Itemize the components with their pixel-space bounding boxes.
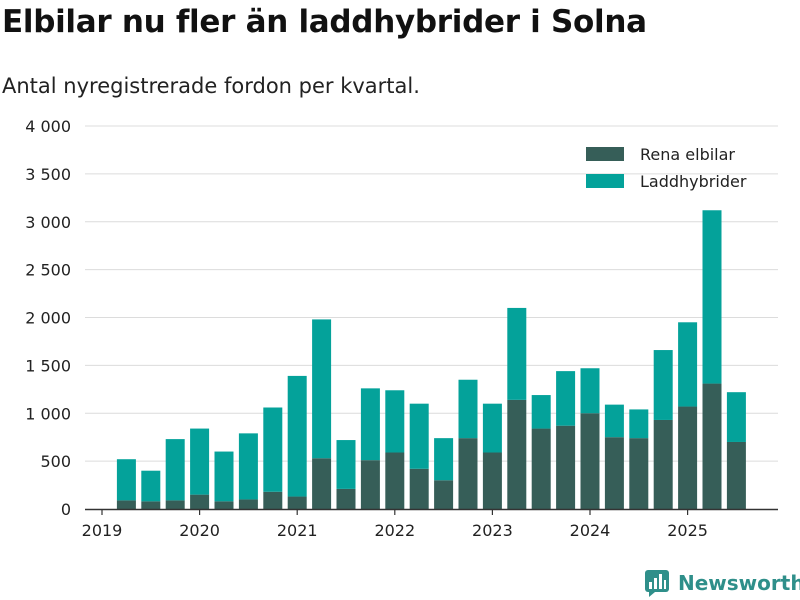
bar-laddhybrider — [458, 379, 478, 439]
bar-rena-elbilar — [580, 413, 600, 509]
bar-rena-elbilar — [678, 406, 698, 509]
y-tick-label: 2 000 — [25, 309, 71, 328]
chart-subtitle: Antal nyregistrerade fordon per kvartal. — [2, 74, 420, 98]
x-tick-label: 2023 — [472, 521, 513, 540]
bar-laddhybrider — [726, 392, 746, 442]
bar-rena-elbilar — [385, 452, 405, 509]
newsworthy-logo-text: Newsworthy — [678, 571, 800, 595]
x-tick-label: 2021 — [277, 521, 318, 540]
bar-rena-elbilar — [604, 437, 624, 509]
bar-laddhybrider — [141, 470, 161, 502]
x-tick-label: 2024 — [570, 521, 611, 540]
bar-laddhybrider — [434, 438, 454, 481]
chart-title: Elbilar nu fler än laddhybrider i Solna — [2, 4, 647, 40]
y-tick-label: 2 500 — [25, 261, 71, 280]
y-tick-label: 500 — [40, 452, 71, 471]
y-tick-label: 3 500 — [25, 165, 71, 184]
legend-swatch — [586, 174, 624, 188]
bar-rena-elbilar — [507, 399, 527, 509]
bar-laddhybrider — [653, 350, 673, 420]
bar-laddhybrider — [482, 403, 502, 453]
bar-laddhybrider — [312, 319, 332, 459]
bar-rena-elbilar — [312, 458, 332, 509]
bar-rena-elbilar — [702, 383, 722, 509]
bar-rena-elbilar — [434, 480, 454, 509]
x-tick-label: 2019 — [82, 521, 123, 540]
bar-rena-elbilar — [190, 494, 210, 509]
bar-rena-elbilar — [238, 499, 258, 509]
bar-laddhybrider — [531, 395, 551, 429]
y-tick-label: 1 500 — [25, 356, 71, 375]
y-tick-label: 4 000 — [25, 117, 71, 136]
bar-rena-elbilar — [556, 425, 576, 509]
bar-laddhybrider — [629, 409, 649, 439]
newsworthy-logo: Newsworthy — [644, 569, 800, 597]
bar-rena-elbilar — [116, 500, 136, 509]
bar-rena-elbilar — [141, 501, 161, 509]
bar-laddhybrider — [580, 368, 600, 414]
bar-laddhybrider — [287, 375, 307, 497]
bar-rena-elbilar — [726, 441, 746, 509]
x-tick-label: 2020 — [179, 521, 220, 540]
bar-laddhybrider — [360, 388, 380, 461]
bar-laddhybrider — [604, 404, 624, 438]
bar-laddhybrider — [116, 459, 136, 501]
bar-laddhybrider — [678, 322, 698, 407]
newsworthy-logo-icon — [645, 570, 669, 597]
bar-rena-elbilar — [287, 496, 307, 509]
bar-laddhybrider — [507, 307, 527, 400]
bar-laddhybrider — [409, 403, 429, 469]
bar-laddhybrider — [165, 439, 185, 501]
bar-laddhybrider — [336, 440, 356, 489]
bar-laddhybrider — [556, 371, 576, 426]
x-tick-label: 2025 — [667, 521, 708, 540]
y-tick-label: 1 000 — [25, 404, 71, 423]
bar-laddhybrider — [214, 451, 234, 502]
bar-rena-elbilar — [263, 491, 283, 509]
legend-label: Rena elbilar — [640, 145, 735, 164]
bar-rena-elbilar — [214, 501, 234, 509]
bar-rena-elbilar — [336, 488, 356, 509]
bar-rena-elbilar — [165, 500, 185, 509]
bar-laddhybrider — [238, 433, 258, 500]
bar-rena-elbilar — [482, 452, 502, 509]
bar-rena-elbilar — [629, 438, 649, 509]
bar-rena-elbilar — [653, 419, 673, 509]
bar-rena-elbilar — [360, 460, 380, 509]
bar-laddhybrider — [702, 210, 722, 384]
bar-laddhybrider — [385, 390, 405, 453]
legend-label: Laddhybrider — [640, 172, 747, 191]
x-tick-label: 2022 — [374, 521, 415, 540]
y-tick-label: 0 — [61, 500, 71, 519]
bar-rena-elbilar — [531, 428, 551, 509]
legend-swatch — [586, 147, 624, 161]
bar-laddhybrider — [263, 407, 283, 492]
bar-laddhybrider — [190, 428, 210, 495]
bar-rena-elbilar — [409, 468, 429, 509]
bar-rena-elbilar — [458, 438, 478, 509]
y-tick-label: 3 000 — [25, 213, 71, 232]
